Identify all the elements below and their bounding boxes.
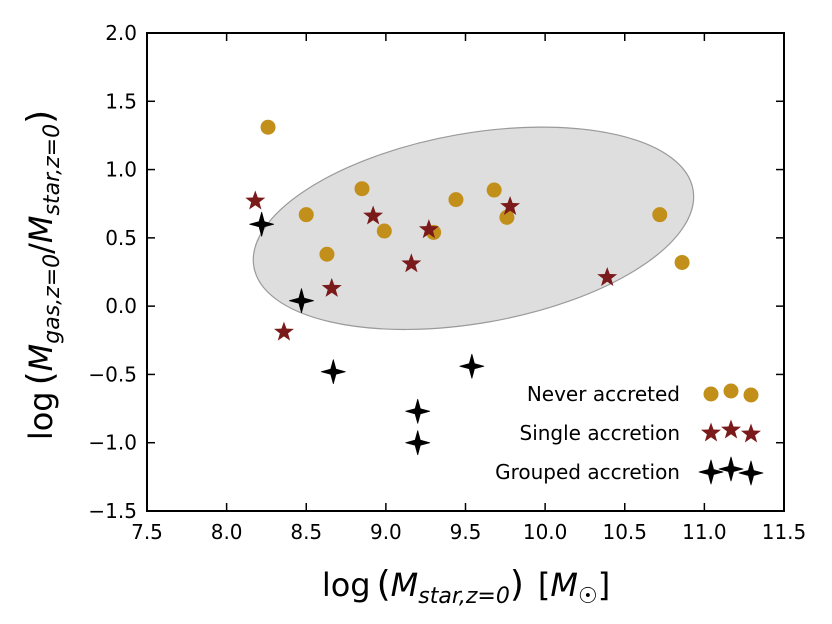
y-axis-title: log(Mgas,z=0/Mstar,z=0) <box>20 110 65 440</box>
legend-marker-single-accretion <box>701 422 721 442</box>
y-tick-label: 2.0 <box>105 21 137 45</box>
legend-label-never-accreted: Never accreted <box>527 382 680 406</box>
legend-marker-never-accreted <box>743 387 759 403</box>
single-accretion-point <box>245 190 266 210</box>
y-tick-label: 0.5 <box>105 226 137 250</box>
legend-marker-single-accretion <box>741 423 761 443</box>
legend-marker-never-accreted <box>703 386 719 402</box>
single-accretion-point <box>418 219 439 239</box>
grouped-accretion-point <box>405 430 431 456</box>
x-tick-label: 9.5 <box>450 520 482 544</box>
grouped-accretion-point <box>320 359 346 385</box>
ticks: 7.5 8.0 8.5 9.0 9.5 10.0 10.5 11.0 11.5 2.0 1.5 1.0… <box>88 21 806 544</box>
legend-marker-single-accretion <box>721 419 741 439</box>
single-accretion-point <box>273 321 294 341</box>
never-accreted-point <box>499 209 515 225</box>
y-tick-label: 1.5 <box>105 89 137 113</box>
legend-marker-grouped-accretion <box>718 456 744 482</box>
never-accreted-point <box>298 207 314 223</box>
x-tick-label: 7.5 <box>131 520 163 544</box>
y-tick-label: −1.5 <box>88 499 137 523</box>
never-accreted-point <box>376 223 392 239</box>
never-accreted-point <box>319 246 335 262</box>
legend: Never accreted Single accretion Grouped ac… <box>495 382 764 486</box>
x-axis-title: log (Mstar,z=0) [M☉] <box>322 564 610 609</box>
never-accreted-point <box>260 119 276 135</box>
single-accretion-point <box>321 277 342 297</box>
single-accretion-point <box>500 195 521 215</box>
x-tick-label: 10.5 <box>602 520 647 544</box>
x-tick-label: 11.0 <box>682 520 727 544</box>
shaded-region-layer <box>252 126 695 331</box>
grouped-accretion-point <box>249 211 275 237</box>
shaded-ellipse-region <box>252 126 695 331</box>
never-accreted-point <box>674 254 690 270</box>
single-accretion-point <box>401 253 422 273</box>
grouped-accretion-point <box>405 398 431 424</box>
x-tick-label: 8.5 <box>290 520 322 544</box>
legend-marker-never-accreted <box>723 383 739 399</box>
legend-marker-grouped-accretion <box>698 459 724 485</box>
single-accretion-point <box>363 205 384 225</box>
data-points <box>245 119 690 456</box>
legend-label-single-accretion: Single accretion <box>520 421 681 445</box>
y-tick-label: 1.0 <box>105 158 137 182</box>
x-tick-label: 10.0 <box>523 520 568 544</box>
grouped-accretion-point <box>289 288 314 314</box>
y-tick-label: 0.0 <box>105 294 137 318</box>
single-accretion-point <box>597 266 618 286</box>
never-accreted-point <box>448 192 464 208</box>
y-tick-label: −0.5 <box>88 362 137 386</box>
y-tick-label: −1.0 <box>88 431 137 455</box>
x-tick-label: 8.0 <box>211 520 243 544</box>
never-accreted-point <box>652 207 668 223</box>
legend-marker-grouped-accretion <box>738 460 764 486</box>
grouped-accretion-point <box>459 353 485 379</box>
never-accreted-point <box>354 181 370 197</box>
x-tick-label: 11.5 <box>762 520 807 544</box>
never-accreted-point <box>486 182 502 198</box>
x-tick-label: 9.0 <box>370 520 402 544</box>
legend-label-grouped-accretion: Grouped accretion <box>495 460 680 484</box>
